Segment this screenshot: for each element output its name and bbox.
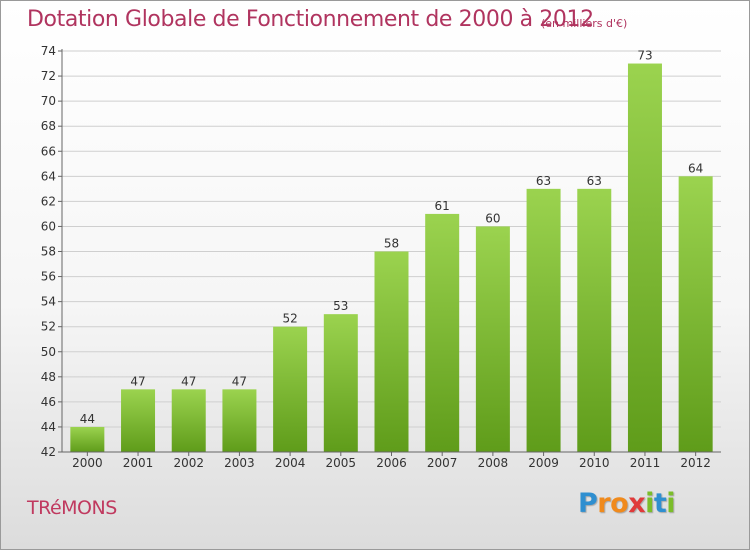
bar	[425, 213, 460, 452]
commune-name: TRéMONS	[27, 497, 117, 519]
x-tick-label: 2010	[579, 456, 610, 470]
bar-value-label: 52	[282, 312, 297, 326]
y-tick-label: 54	[41, 295, 56, 309]
y-tick-label: 42	[41, 445, 56, 459]
y-tick-label: 48	[41, 370, 56, 384]
logo-letter: i	[666, 488, 676, 519]
chart-unit-label: (en milliers d'€)	[541, 17, 628, 30]
chart-title: Dotation Globale de Fonctionnement de 20…	[27, 7, 594, 32]
bar	[475, 226, 510, 452]
y-tick-label: 70	[41, 94, 56, 108]
x-tick-label: 2008	[478, 456, 509, 470]
bar	[577, 188, 612, 452]
proxiti-logo: Proxiti	[578, 488, 676, 519]
bar-value-label: 44	[80, 412, 95, 426]
bar-value-label: 61	[435, 199, 450, 213]
bar	[323, 314, 358, 452]
x-tick-label: 2007	[427, 456, 458, 470]
y-tick-label: 66	[41, 144, 56, 158]
y-tick-label: 74	[41, 44, 56, 58]
bar-value-label: 63	[587, 174, 602, 188]
bar-value-label: 64	[688, 161, 703, 175]
logo-letter: o	[610, 488, 629, 519]
logo-letter: r	[597, 488, 611, 519]
bar	[273, 326, 308, 452]
y-tick-label: 52	[41, 320, 56, 334]
bar	[678, 176, 713, 452]
bar	[171, 389, 206, 452]
y-tick-label: 68	[41, 119, 56, 133]
x-tick-label: 2006	[376, 456, 407, 470]
x-tick-label: 2000	[72, 456, 103, 470]
y-tick-label: 64	[41, 169, 56, 183]
bar	[374, 251, 409, 452]
bar-value-label: 53	[333, 299, 348, 313]
x-tick-label: 2004	[275, 456, 306, 470]
bar	[627, 63, 662, 452]
x-tick-label: 2011	[630, 456, 661, 470]
logo-letter: x	[628, 488, 646, 519]
y-tick-label: 56	[41, 270, 56, 284]
bar	[222, 389, 257, 452]
bar-value-label: 60	[485, 211, 500, 225]
bar-value-label: 63	[536, 174, 551, 188]
y-tick-label: 50	[41, 345, 56, 359]
y-tick-label: 46	[41, 395, 56, 409]
bar	[121, 389, 156, 452]
y-tick-label: 62	[41, 194, 56, 208]
logo-letter: P	[578, 488, 598, 519]
bar	[526, 188, 561, 452]
x-tick-label: 2012	[680, 456, 711, 470]
x-tick-label: 2001	[123, 456, 154, 470]
y-tick-label: 44	[41, 420, 56, 434]
y-tick-label: 58	[41, 245, 56, 259]
bar-value-label: 47	[181, 374, 196, 388]
x-tick-label: 2003	[224, 456, 255, 470]
bar-value-label: 47	[232, 374, 247, 388]
y-tick-label: 72	[41, 69, 56, 83]
x-tick-label: 2005	[326, 456, 357, 470]
logo-letter: t	[653, 488, 667, 519]
x-tick-label: 2002	[173, 456, 204, 470]
bar-value-label: 47	[130, 374, 145, 388]
x-tick-label: 2009	[528, 456, 559, 470]
bars: 44 47 47 47 52 53 58 61 60 63 63 73 64	[70, 49, 713, 452]
bar-value-label: 73	[637, 49, 652, 63]
bar	[70, 426, 105, 452]
axes: 42 44 46 48 50 52 54 56 58 60 62 64 66 68 70 72 74 2000 20…	[41, 44, 721, 470]
bar-value-label: 58	[384, 237, 399, 251]
y-tick-label: 60	[41, 219, 56, 233]
logo-letter: i	[645, 488, 654, 519]
